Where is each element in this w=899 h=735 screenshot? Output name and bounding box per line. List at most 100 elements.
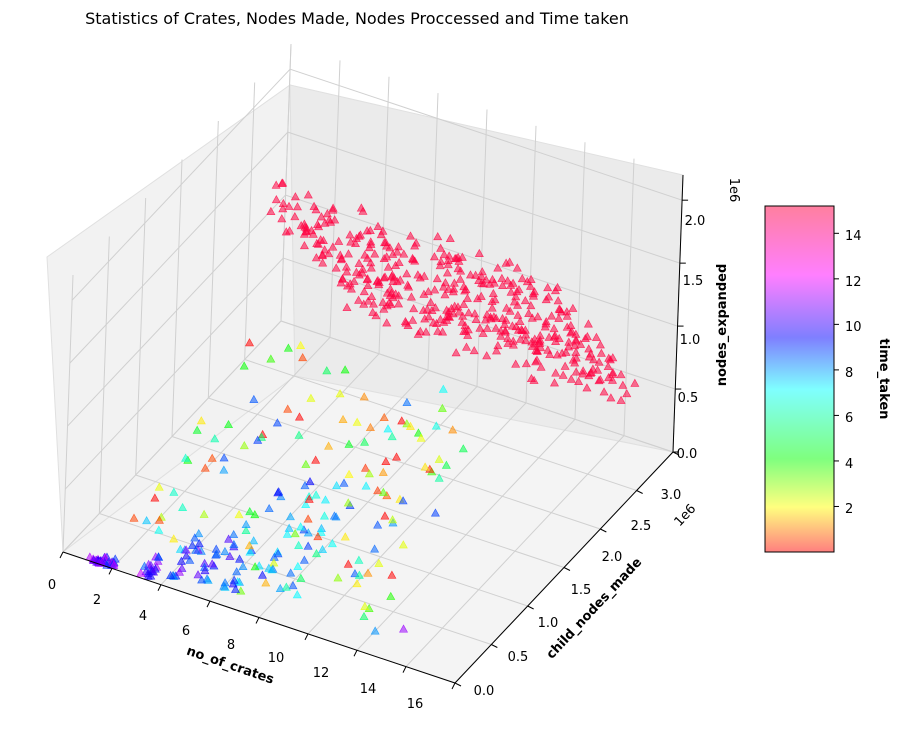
data-point [333,573,343,582]
data-point [294,540,304,549]
data-point [558,370,568,379]
grid-line [67,194,678,427]
data-point [370,249,380,258]
data-point [250,510,260,519]
data-point [439,249,449,259]
data-point [304,494,314,503]
data-point [219,465,229,474]
data-point [359,611,369,620]
data-point [324,441,334,450]
z-tick-label: 0.0 [677,447,698,462]
data-point [394,257,404,267]
data-point [175,567,185,576]
x-tick-label: 16 [407,697,424,712]
data-point [277,214,287,223]
data-point [303,514,313,523]
data-point [599,387,609,396]
data-point [311,455,321,464]
data-point [328,205,338,214]
data-point [322,366,332,375]
data-point [374,558,384,567]
data-point [429,252,439,261]
data-point [512,287,522,296]
data-point [387,570,397,579]
data-point [535,330,545,340]
x-tick-label: 10 [268,651,285,666]
data-point [455,274,465,283]
y-tick-label: 1.0 [538,616,559,631]
data-point [232,567,242,576]
data-point [568,355,578,364]
data-point [129,513,139,522]
colorbar-tick-label: 2 [845,502,853,517]
data-point [526,300,536,310]
data-point [281,582,291,591]
data-point [207,559,217,568]
data-point [378,487,388,496]
data-point [485,312,496,321]
data-point [257,570,267,579]
data-point [284,523,294,532]
data-point [553,296,563,305]
y-tick-label: 0.5 [508,650,529,665]
data-point [503,276,513,285]
data-point [554,304,564,313]
y-tick [454,682,462,687]
data-point [439,317,449,326]
z-tick-label: 1.5 [683,274,704,289]
data-point [478,328,488,337]
data-point [229,575,239,584]
data-point [256,432,266,441]
data-point [605,355,615,364]
data-point [303,541,313,550]
data-point [381,456,391,466]
y-tick-label: 2.0 [602,550,623,565]
data-point [154,515,164,524]
data-point [512,263,522,272]
data-point [434,454,444,463]
data-point [359,392,369,401]
axis-ticks [59,199,689,690]
data-point [354,570,364,579]
data-point [305,476,315,486]
data-point [392,247,402,256]
data-point [578,369,588,378]
data-point [436,243,446,252]
data-point [463,325,473,334]
data-point [491,313,501,322]
data-point [595,340,605,349]
data-point [399,249,409,258]
data-point [443,260,453,269]
data-point [336,254,346,264]
data-point [253,435,263,444]
z-tick-label: 2.0 [685,214,706,229]
data-point [524,308,534,317]
x-tick-label: 4 [139,609,147,624]
data-point [500,319,510,328]
data-point [439,282,449,291]
data-point [290,192,300,201]
data-point [551,368,561,377]
data-point [402,397,412,406]
data-point [185,555,195,564]
data-point [529,287,539,296]
data-point [463,330,473,339]
data-point [349,276,359,285]
data-point [327,539,337,548]
z-tick-label: 0.5 [678,391,699,406]
data-point [386,591,396,600]
data-point [459,299,469,308]
data-point [366,263,376,272]
data-point [241,525,251,535]
data-point [345,230,355,239]
data-point [364,243,374,252]
data-point [415,326,425,335]
data-point [440,278,450,287]
data-point [423,287,433,296]
data-point [306,393,316,402]
data-point [521,359,531,368]
data-point [358,206,368,215]
data-point [239,361,249,370]
data-point [426,297,436,306]
data-point [501,315,511,324]
